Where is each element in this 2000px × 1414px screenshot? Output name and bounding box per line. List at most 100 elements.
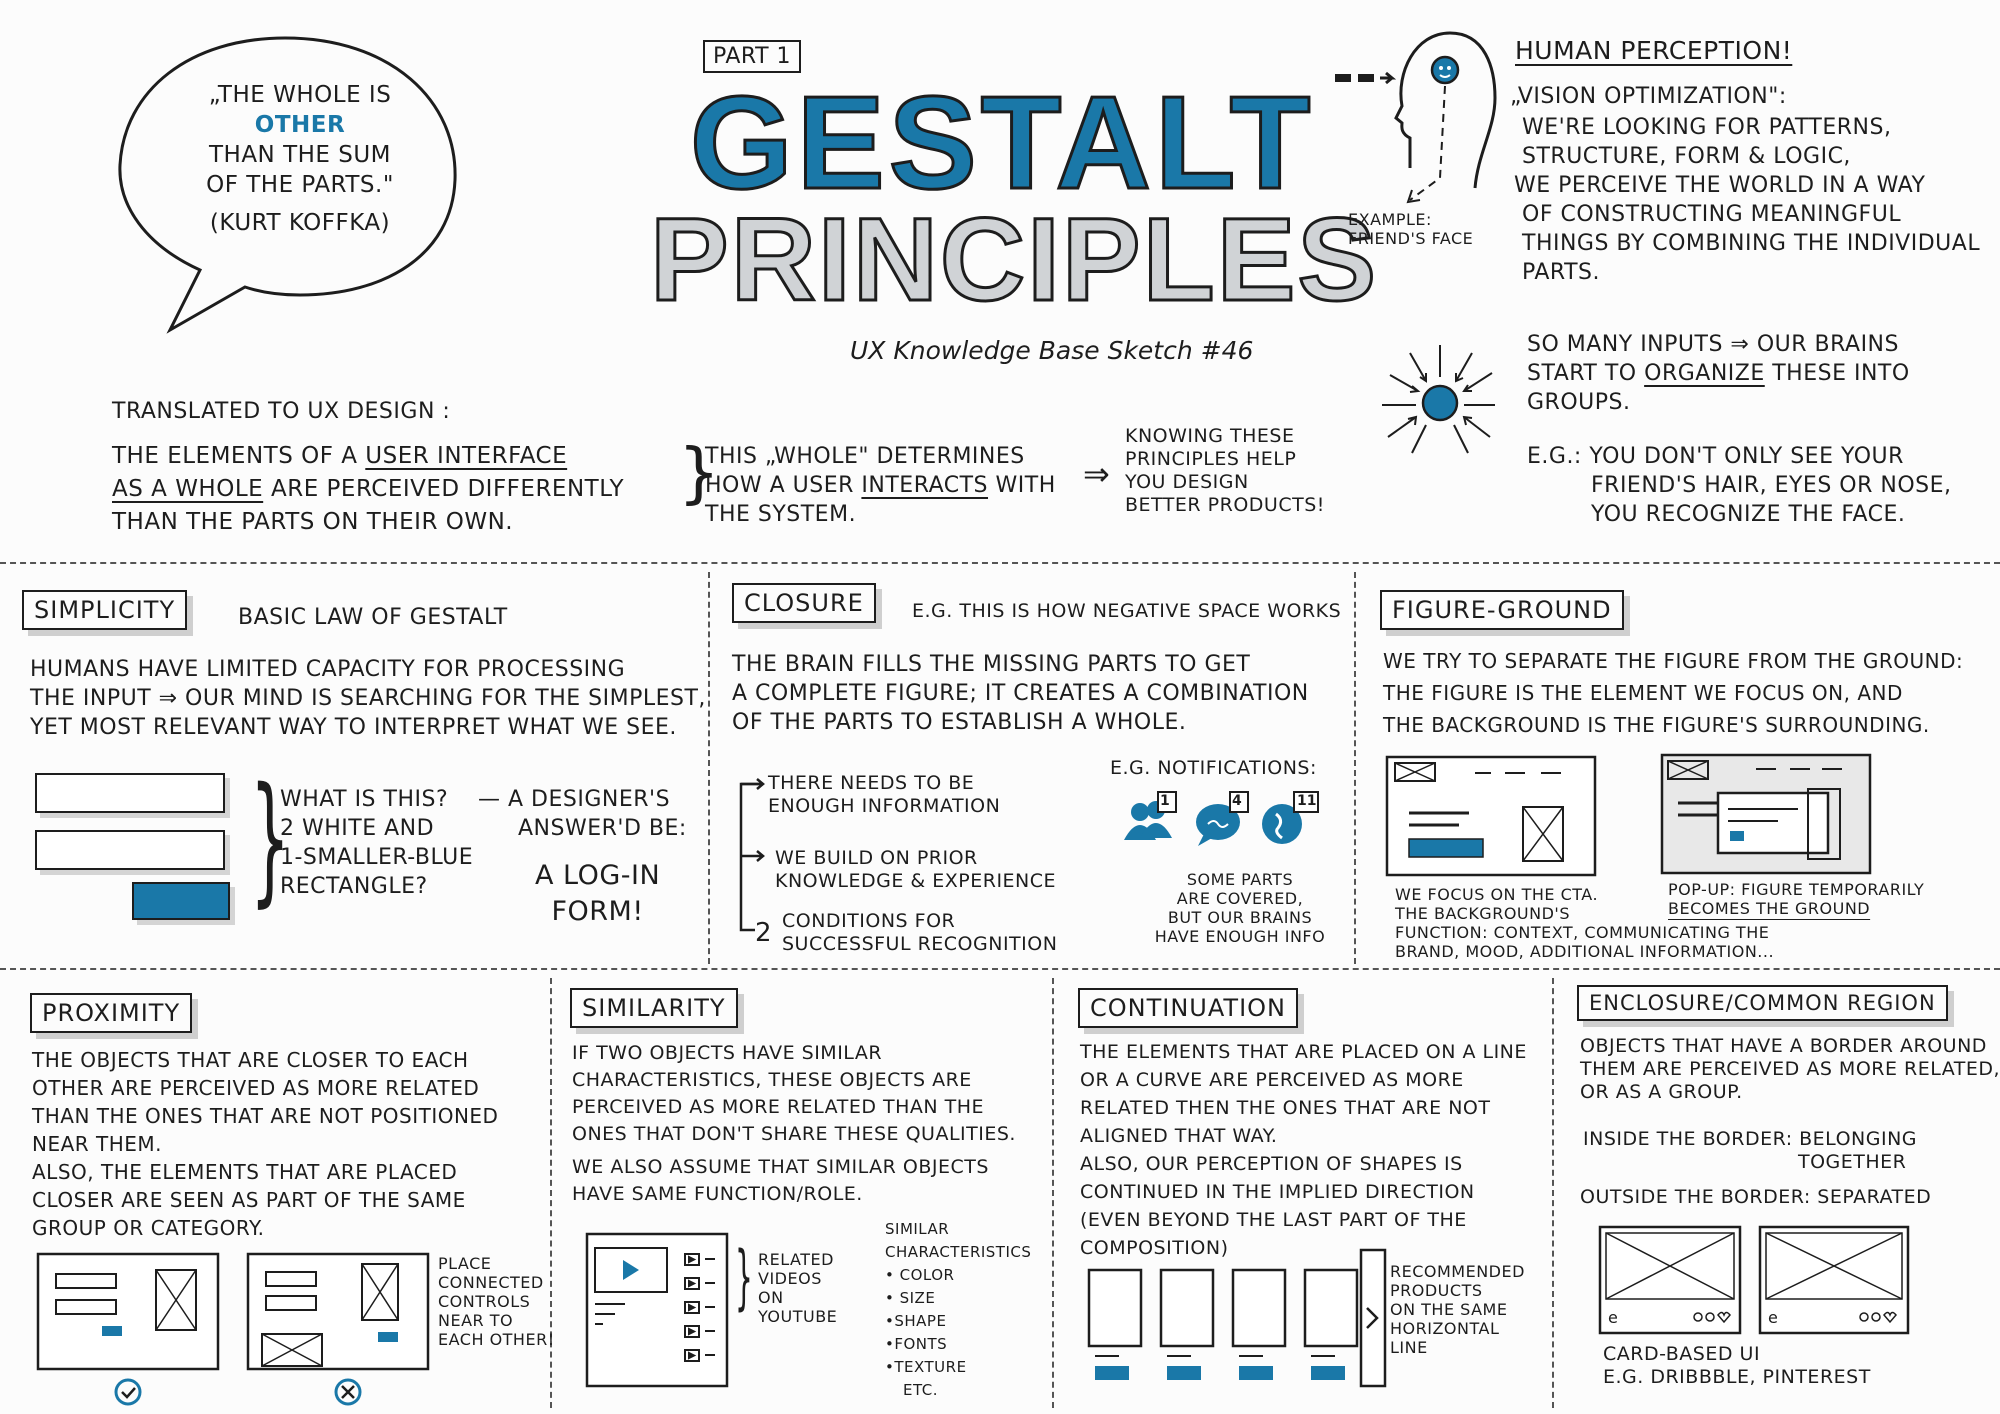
answer-line: FORM! xyxy=(551,896,644,927)
translated-line-underlined: AS A WHOLE xyxy=(112,476,264,502)
continuation-note-line: LINE xyxy=(1390,1338,1428,1357)
proximity-line: GROUP OR CATEGORY. xyxy=(32,1216,265,1240)
login-field-2 xyxy=(35,830,225,870)
knowing-line: YOU DESIGN xyxy=(1125,471,1249,493)
notification-icons xyxy=(1124,791,1319,846)
figure-focus-note: WE FOCUS ON THE CTA. THE BACKGROUND'S FU… xyxy=(1395,885,1774,961)
proximity-note-line: CONNECTED xyxy=(438,1273,544,1292)
proximity-wireframes xyxy=(36,1252,430,1406)
perception-heading-text: HUMAN PERCEPTION! xyxy=(1515,36,1793,65)
inputs-line-underlined: ORGANIZE xyxy=(1644,361,1765,386)
question-line: 2 WHITE AND xyxy=(280,816,435,841)
divider-top xyxy=(0,562,2000,564)
title-principles: PRINCIPLES xyxy=(648,194,1379,326)
proximity-title: PROXIMITY xyxy=(30,993,193,1033)
speech-bubble xyxy=(118,36,457,334)
continuation-body: THE ELEMENTS THAT ARE PLACED ON A LINE O… xyxy=(1080,1038,1527,1262)
head-profile-icon xyxy=(1335,31,1497,204)
continuation-note-line: RECOMMENDED xyxy=(1390,1262,1525,1281)
continuation-line: RELATED THEN THE ONES THAT ARE NOT xyxy=(1080,1097,1491,1119)
cross-icon xyxy=(334,1378,362,1406)
simplicity-title: SIMPLICITY xyxy=(22,590,188,630)
inputs-line: START TO xyxy=(1527,361,1645,386)
characteristic-line: CHARACTERISTICS xyxy=(885,1243,1032,1261)
similarity-body: IF TWO OBJECTS HAVE SIMILAR CHARACTERIST… xyxy=(572,1040,1016,1208)
enclosure-body: OBJECTS THAT HAVE A BORDER AROUND THEM A… xyxy=(1580,1035,2000,1104)
whole-line: THIS „WHOLE" DETERMINES xyxy=(705,444,1025,469)
closure-condition-line: CONDITIONS FOR xyxy=(782,910,956,932)
knowing-line: BETTER PRODUCTS! xyxy=(1125,494,1325,516)
related-line: ON xyxy=(758,1288,784,1307)
card-wireframes: e e xyxy=(1598,1225,1910,1335)
designer-line: — A DESIGNER'S xyxy=(478,787,671,812)
perception-line: THINGS BY COMBINING THE INDIVIDUAL xyxy=(1522,231,1981,256)
proximity-note-line: NEAR TO xyxy=(438,1311,514,1330)
perception-sub: „VISION OPTIMIZATION": xyxy=(1510,84,1787,109)
eg-line: FRIEND'S HAIR, EYES OR NOSE, xyxy=(1591,473,1952,498)
figure-note-line: WE FOCUS ON THE CTA. xyxy=(1395,885,1599,904)
youtube-wireframe xyxy=(585,1232,729,1388)
translated-line: THAN THE PARTS ON THEIR OWN. xyxy=(112,509,514,535)
card-1: e xyxy=(1598,1225,1742,1335)
figure-note-line: BRAND, MOOD, ADDITIONAL INFORMATION... xyxy=(1395,942,1775,961)
figure-popup-line: POP-UP: FIGURE TEMPORARILY xyxy=(1668,880,1925,899)
proximity-line: ALSO, THE ELEMENTS THAT ARE PLACED xyxy=(32,1160,458,1184)
whole-line-underlined: INTERACTS xyxy=(861,473,989,498)
continuation-note-line: PRODUCTS xyxy=(1390,1281,1483,1300)
similarity-line: IF TWO OBJECTS HAVE SIMILAR xyxy=(572,1042,883,1064)
enclosure-outside: OUTSIDE THE BORDER: SEPARATED xyxy=(1580,1186,1932,1208)
simplicity-answer: A LOG-IN FORM! xyxy=(535,858,660,930)
related-line: RELATED xyxy=(758,1250,834,1269)
similarity-line: CHARACTERISTICS, THESE OBJECTS ARE xyxy=(572,1069,972,1091)
closure-bullet-line: KNOWLEDGE & EXPERIENCE xyxy=(775,870,1057,892)
simplicity-subtitle: BASIC LAW OF GESTALT xyxy=(238,605,508,630)
continuation-product-row xyxy=(1087,1248,1387,1388)
enclosure-card-line: E.G. DRIBBBLE, PINTEREST xyxy=(1603,1366,1871,1388)
question-line: RECTANGLE? xyxy=(280,874,428,899)
closure-note-line: HAVE ENOUGH INFO xyxy=(1154,927,1326,946)
example-text: EXAMPLE: xyxy=(1348,210,1432,229)
continuation-line: CONTINUED IN THE IMPLIED DIRECTION xyxy=(1080,1181,1475,1203)
divider-middle xyxy=(0,968,2000,970)
quote-author: (KURT KOFFKA) xyxy=(209,210,391,236)
svg-text:e: e xyxy=(1608,1308,1618,1327)
part-label: PART 1 xyxy=(703,40,802,73)
perception-heading: HUMAN PERCEPTION! xyxy=(1515,36,1792,65)
quote-line: THAN THE SUM xyxy=(208,142,392,168)
characteristic-line: • COLOR xyxy=(885,1266,955,1284)
inputs-converging-icon xyxy=(1382,345,1495,454)
continuation-title: CONTINUATION xyxy=(1078,988,1298,1028)
enclosure-card-line: CARD-BASED UI xyxy=(1603,1343,1761,1365)
perception-line: STRUCTURE, FORM & LOGIC, xyxy=(1522,144,1851,169)
simplicity-question: WHAT IS THIS? 2 WHITE AND 1-SMALLER-BLUE… xyxy=(280,785,473,901)
example-text: FRIEND'S FACE xyxy=(1348,229,1474,248)
closure-bullet-1: THERE NEEDS TO BE ENOUGH INFORMATION xyxy=(768,772,1000,818)
proximity-note-line: CONTROLS xyxy=(438,1292,531,1311)
closure-line: OF THE PARTS TO ESTABLISH A WHOLE. xyxy=(732,710,1187,735)
enclosure-line: THEM ARE PERCEIVED AS MORE RELATED, xyxy=(1580,1058,2000,1080)
perception-line: WE'RE LOOKING FOR PATTERNS, xyxy=(1522,115,1892,140)
answer-line: A LOG-IN xyxy=(535,860,661,891)
similarity-characteristics: SIMILAR CHARACTERISTICS • COLOR • SIZE •… xyxy=(885,1218,1031,1402)
example-label: EXAMPLE: FRIEND'S FACE xyxy=(1348,210,1473,248)
enclosure-inside: INSIDE THE BORDER: BELONGING TOGETHER xyxy=(1583,1128,1917,1174)
figure-body: WE TRY TO SEPARATE THE FIGURE FROM THE G… xyxy=(1383,645,1963,741)
figure-popup-note: POP-UP: FIGURE TEMPORARILY BECOMES THE G… xyxy=(1668,880,1924,918)
svg-text:e: e xyxy=(1768,1308,1778,1327)
brace: } xyxy=(250,758,291,921)
characteristic-line: •SHAPE xyxy=(885,1312,947,1330)
card-2: e xyxy=(1758,1225,1910,1335)
figure-line: THE BACKGROUND IS THE FIGURE'S SURROUNDI… xyxy=(1383,713,1930,737)
enclosure-inside-line: INSIDE THE BORDER: BELONGING xyxy=(1583,1128,1918,1150)
closure-notifications: E.G. NOTIFICATIONS: xyxy=(1110,757,1317,779)
similarity-line: PERCEIVED AS MORE RELATED THAN THE xyxy=(572,1096,985,1118)
knowing-line: PRINCIPLES HELP xyxy=(1125,448,1297,470)
divider-v2 xyxy=(1354,572,1356,964)
continuation-line: (EVEN BEYOND THE LAST PART OF THE xyxy=(1080,1209,1467,1231)
closure-bullet-line: THERE NEEDS TO BE xyxy=(768,772,975,794)
badge-11: 11 xyxy=(1297,793,1317,809)
closure-condition-line: SUCCESSFUL RECOGNITION xyxy=(782,933,1058,955)
related-line: YOUTUBE xyxy=(758,1307,838,1326)
bracket-arrows-icon xyxy=(739,778,765,932)
related-line: VIDEOS xyxy=(758,1269,822,1288)
